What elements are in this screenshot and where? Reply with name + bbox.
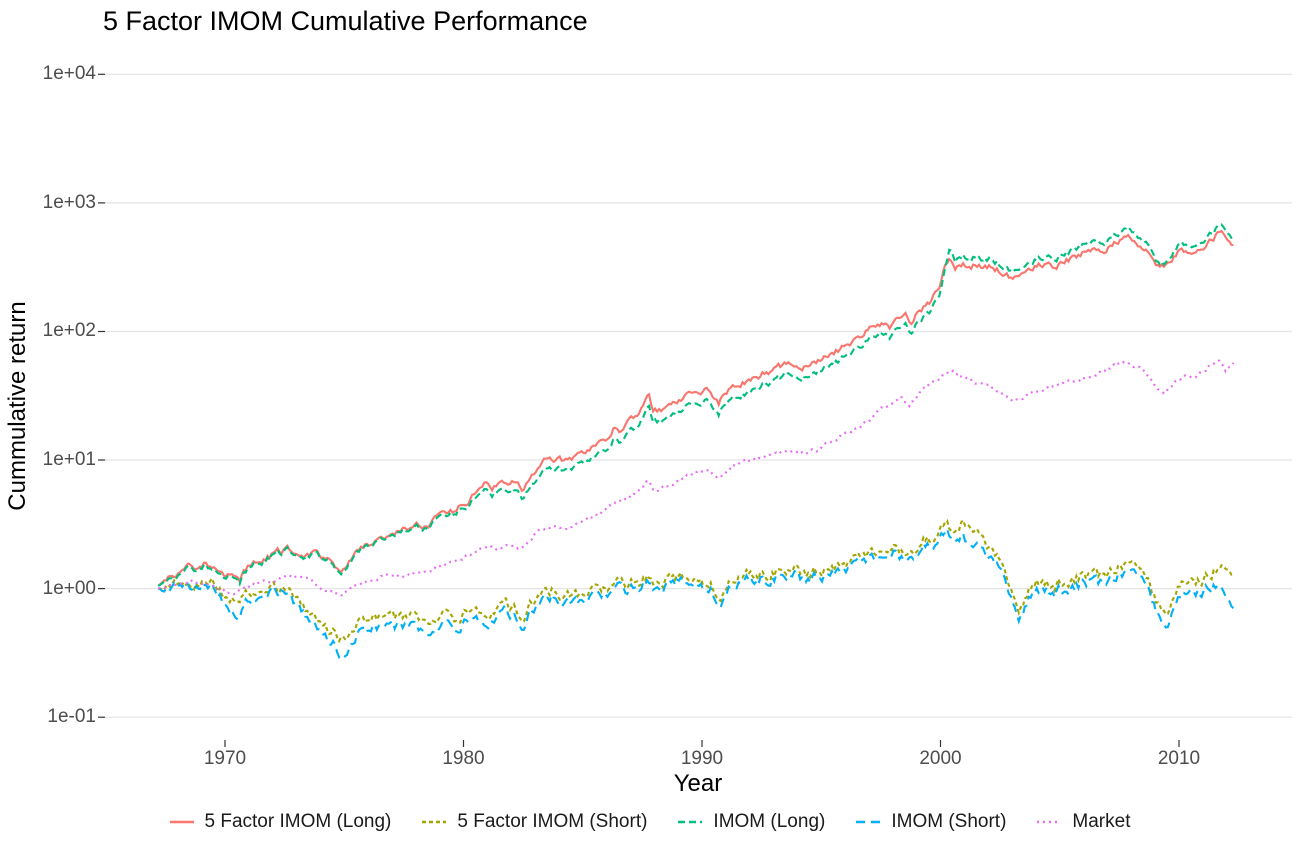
x-tick-label: 1980 [442, 748, 485, 769]
legend-label: IMOM (Short) [891, 811, 1007, 832]
legend-label: Market [1072, 811, 1131, 832]
y-tick-label: 1e+04 [42, 63, 96, 85]
y-tick-label: 1e+02 [42, 320, 96, 342]
legend-key-icon [678, 820, 703, 824]
y-tick-label: 1e+00 [42, 577, 96, 599]
legend-item-5-factor-imom-long: 5 Factor IMOM (Long) [169, 811, 392, 833]
legend-item-imom-long: IMOM (Long) [677, 811, 825, 833]
legend: 5 Factor IMOM (Long) 5 Factor IMOM (Short… [0, 811, 1299, 833]
series-line-5-factor-imom-short [158, 518, 1234, 644]
x-axis-title: Year [673, 770, 723, 797]
legend-item-market: Market [1036, 811, 1130, 833]
x-tick-label: 2000 [919, 748, 962, 769]
legend-label: 5 Factor IMOM (Long) [204, 811, 392, 832]
legend-key-icon [169, 820, 194, 824]
y-tick-label: 1e+03 [42, 191, 96, 213]
y-tick-label: 1e-01 [47, 706, 96, 728]
x-tick-label: 2010 [1157, 748, 1201, 769]
legend-key-icon [1037, 820, 1062, 824]
series-line-market [157, 359, 1235, 597]
y-tick-label: 1e+01 [42, 449, 96, 471]
legend-item-5-factor-imom-short: 5 Factor IMOM (Short) [421, 811, 647, 833]
series-line-imom-short [157, 526, 1235, 660]
legend-item-imom-short: IMOM (Short) [855, 811, 1006, 833]
series-line-5-factor-imom-long [157, 229, 1234, 587]
legend-label: IMOM (Long) [713, 811, 826, 832]
legend-label: 5 Factor IMOM (Short) [457, 811, 648, 832]
chart-title: 5 Factor IMOM Cumulative Performance [103, 6, 588, 36]
legend-key-icon [422, 820, 447, 824]
series-line-imom-long [157, 223, 1234, 587]
x-tick-label: 1990 [680, 748, 724, 769]
x-tick-label: 1970 [203, 748, 247, 769]
legend-key-icon [856, 820, 881, 824]
